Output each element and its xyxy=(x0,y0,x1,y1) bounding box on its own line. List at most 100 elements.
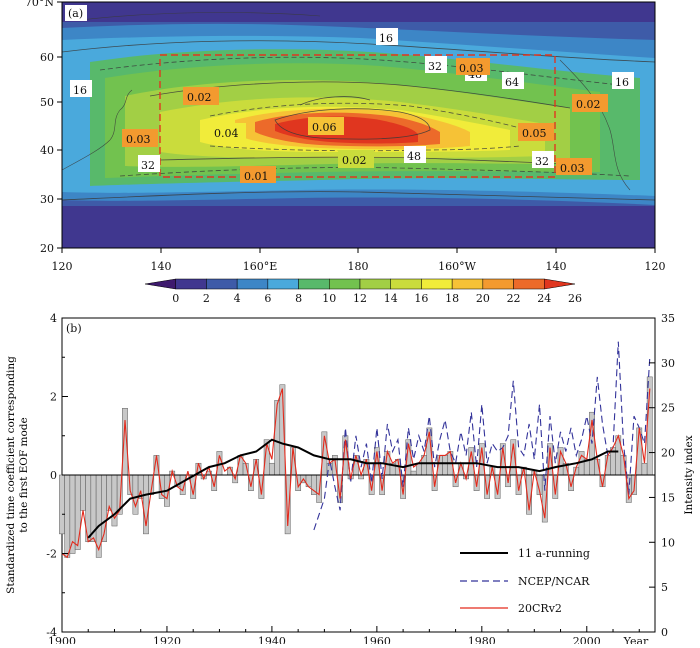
bar xyxy=(80,474,86,511)
x-tick-label: 1960 xyxy=(363,635,391,644)
eof-label-box xyxy=(456,58,490,75)
eof-label: 0.05 xyxy=(522,127,547,140)
y-tick-label: -4 xyxy=(46,626,57,639)
contour-label-box xyxy=(612,72,634,89)
contour-line xyxy=(62,40,655,63)
contour-label: 32 xyxy=(535,155,549,168)
eof-label: 0.03 xyxy=(459,62,484,75)
lat-tick-label: 60 xyxy=(40,51,54,64)
y-right-tick-label: 30 xyxy=(661,357,675,370)
contour-line xyxy=(119,167,631,177)
colorbar-swatch xyxy=(513,278,545,290)
colorbar-swatch xyxy=(175,278,207,290)
lat-tick-label: 30 xyxy=(40,193,54,206)
contour-label-box xyxy=(138,155,160,172)
colorbar-swatch xyxy=(267,278,299,290)
contour-label: 64 xyxy=(505,76,519,89)
latitude-axis: 70°N 60 50 40 30 20 xyxy=(25,0,62,255)
eof-label-box xyxy=(240,166,276,183)
y-axis-left-title-line2: to the first EOF mode xyxy=(18,417,30,533)
contour-label-box xyxy=(425,56,447,73)
coastline xyxy=(79,12,321,21)
contour-line xyxy=(299,96,371,106)
eof-label-box xyxy=(210,123,246,141)
y-right-tick-label: 20 xyxy=(661,447,675,460)
x-tick-label: 1940 xyxy=(258,635,286,644)
eof-label: 0.03 xyxy=(560,162,585,175)
colorbar-swatch xyxy=(298,278,330,290)
y-right-tick-label: 10 xyxy=(661,536,675,549)
coastline xyxy=(559,59,631,191)
lat-tick-label: 40 xyxy=(40,144,54,157)
eof-label: 0.04 xyxy=(214,127,239,140)
eof-label-box xyxy=(556,158,592,175)
eof-label: 0.02 xyxy=(342,154,367,167)
colorbar-swatch xyxy=(236,278,269,290)
bar xyxy=(410,470,417,476)
x-tick-label: 1920 xyxy=(153,635,181,644)
y-axis-right-title-text: Intensity index xyxy=(683,435,695,514)
y-tick-label: 0 xyxy=(50,469,57,482)
eof-label: 0.02 xyxy=(187,91,212,104)
colorbar-tick-label: 26 xyxy=(568,292,582,305)
colorbar: 0 2 4 6 8 10 12 14 16 18 20 22 24 26 xyxy=(144,278,582,305)
lon-tick-label: 120 xyxy=(52,260,73,273)
contour-label: 16 xyxy=(379,32,393,45)
colorbar-swatch xyxy=(421,278,453,290)
contour-label: 32 xyxy=(428,60,442,73)
colorbar-swatch xyxy=(359,278,391,290)
contour-line xyxy=(274,108,431,140)
bar xyxy=(106,474,113,511)
panel-b-label: (b) xyxy=(66,322,82,335)
coastline xyxy=(62,89,133,171)
lon-tick-label: 180 xyxy=(348,260,369,273)
y-tick-label: 2 xyxy=(50,391,57,404)
x-axis-title: Year xyxy=(623,635,649,644)
lat-tick-label: 70°N xyxy=(25,0,54,9)
bar xyxy=(641,462,648,476)
legend: 11 a-running NCEP/NCAR 20CRv2 xyxy=(460,547,590,615)
x-tick-label: 1980 xyxy=(468,635,496,644)
eof-label-box xyxy=(122,129,158,147)
colorbar-swatch xyxy=(544,278,576,290)
contour-label: 48 xyxy=(407,150,421,163)
panel-a-label-box xyxy=(65,5,87,21)
lat-tick-label: 20 xyxy=(40,242,54,255)
contour-line xyxy=(99,56,631,87)
bar xyxy=(442,455,448,476)
colorbar-tick-label: 0 xyxy=(172,292,179,305)
contour-label-box xyxy=(70,80,92,97)
y-axis-right-title: Intensity index xyxy=(683,435,695,514)
y-right-tick-label: 0 xyxy=(661,626,668,639)
eof-label-box xyxy=(338,150,374,168)
contour-label-box xyxy=(502,72,524,89)
colorbar-tick-label: 4 xyxy=(234,292,241,305)
colorbar-tick-label: 12 xyxy=(353,292,367,305)
eof-label-box xyxy=(183,87,219,105)
bar xyxy=(59,474,65,535)
lon-tick-label: 160°W xyxy=(438,260,476,273)
colorbar-tick-label: 6 xyxy=(264,292,271,305)
eof-label-box xyxy=(572,94,608,112)
series-line-20crv2 xyxy=(61,388,651,559)
y-axis-right: 0 5 10 15 20 25 30 35 xyxy=(649,312,675,639)
bar xyxy=(64,474,71,558)
eof-label: 0.01 xyxy=(244,170,269,183)
contour-label-box xyxy=(376,28,398,45)
colorbar-tick-label: 22 xyxy=(507,292,521,305)
eof-label-box xyxy=(308,117,344,135)
y-axis-left-title-line1: Standardized time coefficient correspond… xyxy=(5,356,17,594)
bar xyxy=(269,462,275,476)
colorbar-swatch xyxy=(144,278,176,290)
legend-label-running: 11 a-running xyxy=(518,547,590,560)
x-tick-label: 1900 xyxy=(48,635,76,644)
eof-loading-labels: 0.03 0.02 0.03 0.04 0.06 0.02 0.01 0.05 … xyxy=(122,58,608,183)
lon-tick-label: 140 xyxy=(151,260,172,273)
contour-line xyxy=(209,102,521,129)
map-field xyxy=(62,2,655,248)
eof-label-box xyxy=(518,123,554,141)
bar xyxy=(74,474,81,550)
